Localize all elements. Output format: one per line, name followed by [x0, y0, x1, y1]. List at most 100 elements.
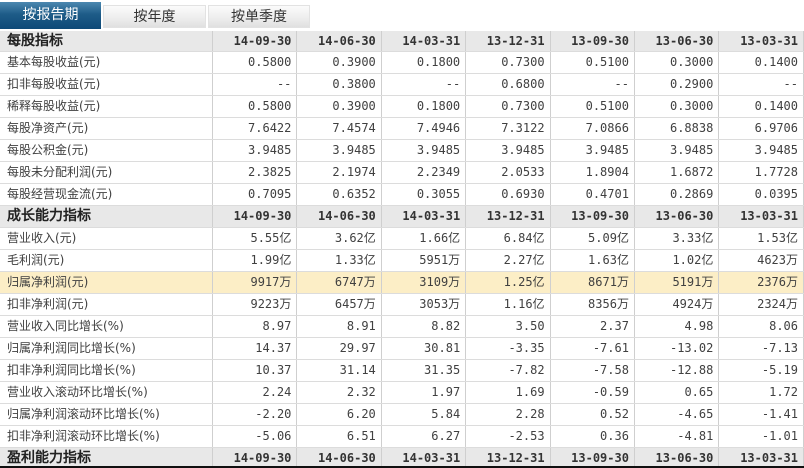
table-row[interactable]: 每股经营现金流(元) 0.7095 0.6352 0.3055 0.6930 0.4701… — [0, 184, 804, 206]
row-label: 扣非净利润滚动环比增长(%) — [0, 426, 213, 447]
table-row[interactable]: 稀释每股收益(元) 0.5800 0.3900 0.1800 0.7300 0.5100 0… — [0, 96, 804, 118]
row-label: 扣非净利润(元) — [0, 294, 213, 315]
cell-value: -3.35 — [466, 338, 551, 359]
table-row[interactable]: 扣非净利润滚动环比增长(%) -5.06 6.51 6.27 -2.53 0.36 -4.8… — [0, 426, 804, 448]
cell-value: 1.7728 — [719, 162, 804, 183]
cell-value: 2.24 — [213, 382, 298, 403]
table-row[interactable]: 每股净资产(元) 7.6422 7.4574 7.4946 7.3122 7.0866 6.… — [0, 118, 804, 140]
date-header: 14-09-30 — [213, 206, 298, 227]
cell-value: 0.3900 — [297, 52, 382, 73]
cell-value: 4623万 — [719, 250, 804, 271]
cell-value: 0.1800 — [382, 52, 467, 73]
cell-value: 7.0866 — [551, 118, 635, 139]
cell-value: 0.3000 — [635, 96, 720, 117]
cell-value: -- — [719, 74, 804, 95]
cell-value: 9223万 — [213, 294, 298, 315]
section-title: 每股指标 — [0, 31, 213, 51]
cell-value: 5191万 — [635, 272, 720, 293]
cell-value: 0.5800 — [213, 96, 298, 117]
cell-value: 1.69 — [466, 382, 551, 403]
cell-value: 2376万 — [719, 272, 804, 293]
cell-value: 8.06 — [719, 316, 804, 337]
cell-value: 0.7300 — [466, 52, 551, 73]
cell-value: 3053万 — [382, 294, 467, 315]
cell-value: 8356万 — [551, 294, 635, 315]
table-row[interactable]: 每股未分配利润(元) 2.3825 2.1974 2.2349 2.0533 1.8904… — [0, 162, 804, 184]
cell-value: -13.02 — [635, 338, 720, 359]
cell-value: 6457万 — [297, 294, 382, 315]
cell-value: 1.02亿 — [635, 250, 720, 271]
section-title: 成长能力指标 — [0, 206, 213, 227]
date-header: 13-09-30 — [551, 206, 635, 227]
table-row[interactable]: 营业收入同比增长(%) 8.97 8.91 8.82 3.50 2.37 4.98 8.06 — [0, 316, 804, 338]
tab-by-year[interactable]: 按年度 — [103, 5, 206, 28]
row-label: 营业收入滚动环比增长(%) — [0, 382, 213, 403]
cell-value: 0.6352 — [297, 184, 382, 205]
cell-value: -1.01 — [719, 426, 804, 447]
date-header: 13-06-30 — [635, 448, 720, 468]
table-row[interactable]: 归属净利润同比增长(%) 14.37 29.97 30.81 -3.35 -7.61 -13… — [0, 338, 804, 360]
cell-value: 0.5100 — [551, 96, 635, 117]
cell-value: -2.53 — [466, 426, 551, 447]
table-row[interactable]: 基本每股收益(元) 0.5800 0.3900 0.1800 0.7300 0.5100 0… — [0, 52, 804, 74]
cell-value: 0.65 — [635, 382, 720, 403]
cell-value: 0.3900 — [297, 96, 382, 117]
cell-value: 1.97 — [382, 382, 467, 403]
cell-value: 0.3055 — [382, 184, 467, 205]
cell-value: 6.84亿 — [466, 228, 551, 249]
table-row[interactable]: 扣非净利润(元) 9223万 6457万 3053万 1.16亿 8356万 4924万 23… — [0, 294, 804, 316]
table-row[interactable]: 营业收入滚动环比增长(%) 2.24 2.32 1.97 1.69 -0.59 0.65 1.… — [0, 382, 804, 404]
table-row[interactable]: 扣非净利润同比增长(%) 10.37 31.14 31.35 -7.82 -7.58 -12… — [0, 360, 804, 382]
table-row[interactable]: 归属净利润(元) 9917万 6747万 3109万 1.25亿 8671万 5191万 23… — [0, 272, 804, 294]
cell-value: -7.58 — [551, 360, 635, 381]
table-row[interactable]: 毛利润(元) 1.99亿 1.33亿 5951万 2.27亿 1.63亿 1.02亿 4623… — [0, 250, 804, 272]
row-label: 扣非每股收益(元) — [0, 74, 213, 95]
date-header: 14-03-31 — [382, 206, 467, 227]
table-row[interactable]: 归属净利润滚动环比增长(%) -2.20 6.20 5.84 2.28 0.52 -4.65… — [0, 404, 804, 426]
cell-value: 1.72 — [719, 382, 804, 403]
cell-value: 2324万 — [719, 294, 804, 315]
cell-value: 2.3825 — [213, 162, 298, 183]
cell-value: 0.2869 — [635, 184, 720, 205]
cell-value: 4.98 — [635, 316, 720, 337]
section-header-row: 成长能力指标 14-09-30 14-06-30 14-03-31 13-12-31 13… — [0, 206, 804, 228]
date-header: 14-06-30 — [297, 31, 382, 51]
cell-value: 7.3122 — [466, 118, 551, 139]
table-row[interactable]: 扣非每股收益(元) -- 0.3800 -- 0.6800 -- 0.2900 -- — [0, 74, 804, 96]
tab-by-single-quarter[interactable]: 按单季度 — [208, 5, 310, 28]
tab-by-report-period[interactable]: 按报告期 — [0, 2, 101, 29]
cell-value: 0.1400 — [719, 96, 804, 117]
date-header: 13-03-31 — [719, 31, 804, 51]
row-label: 营业收入同比增长(%) — [0, 316, 213, 337]
date-header: 14-03-31 — [382, 448, 467, 468]
date-header: 13-12-31 — [466, 206, 551, 227]
cell-value: 0.1400 — [719, 52, 804, 73]
cell-value: -4.65 — [635, 404, 720, 425]
cell-value: 3.9485 — [466, 140, 551, 161]
row-label: 每股净资产(元) — [0, 118, 213, 139]
cell-value: 0.7095 — [213, 184, 298, 205]
cell-value: 7.6422 — [213, 118, 298, 139]
table-row[interactable]: 每股公积金(元) 3.9485 3.9485 3.9485 3.9485 3.9485 3.… — [0, 140, 804, 162]
cell-value: 7.4574 — [297, 118, 382, 139]
cell-value: 4924万 — [635, 294, 720, 315]
cell-value: 0.6930 — [466, 184, 551, 205]
cell-value: -4.81 — [635, 426, 720, 447]
date-header: 13-06-30 — [635, 31, 720, 51]
cell-value: 2.32 — [297, 382, 382, 403]
date-header: 13-06-30 — [635, 206, 720, 227]
cell-value: 5951万 — [382, 250, 467, 271]
cell-value: 0.5100 — [551, 52, 635, 73]
date-header: 13-03-31 — [719, 206, 804, 227]
cell-value: 3.9485 — [635, 140, 720, 161]
cell-value: 2.28 — [466, 404, 551, 425]
cell-value: -5.19 — [719, 360, 804, 381]
table-row[interactable]: 营业收入(元) 5.55亿 3.62亿 1.66亿 6.84亿 5.09亿 3.33亿 1.5… — [0, 228, 804, 250]
date-header: 13-12-31 — [466, 31, 551, 51]
cell-value: 0.5800 — [213, 52, 298, 73]
cell-value: -5.06 — [213, 426, 298, 447]
cell-value: 14.37 — [213, 338, 298, 359]
cell-value: 6.9706 — [719, 118, 804, 139]
cell-value: 8.97 — [213, 316, 298, 337]
cell-value: 7.4946 — [382, 118, 467, 139]
